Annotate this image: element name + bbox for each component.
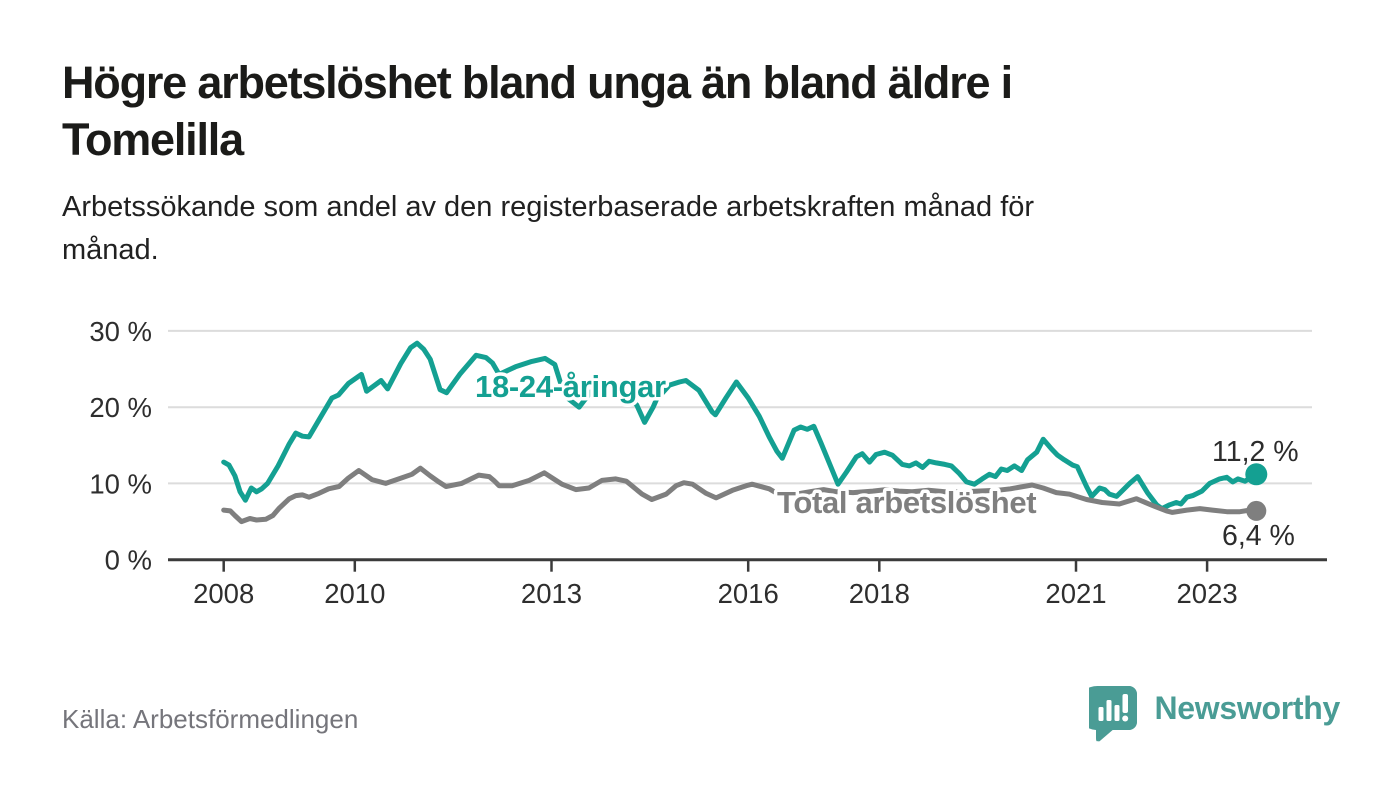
chart-svg: 2008 2010 2013 2016 2018 2021 2023 0 % 10 % 20 % 3…	[89, 316, 1327, 609]
series-line-young	[221, 340, 1259, 512]
x-axis-label: 2021	[1045, 578, 1106, 609]
y-axis-label: 30 %	[89, 316, 152, 347]
x-axis-label: 2016	[718, 578, 779, 609]
x-axis-label: 2018	[849, 578, 910, 609]
x-axis-label: 2023	[1177, 578, 1238, 609]
x-axis-label: 2010	[324, 578, 385, 609]
page-subtitle-line2: månad.	[62, 234, 159, 266]
end-value-label-young: 11,2 %	[1212, 436, 1299, 468]
y-axis-label: 10 %	[89, 468, 152, 499]
x-axis-label: 2013	[521, 578, 582, 609]
end-dot-total	[1246, 500, 1267, 521]
page-subtitle: Arbetssökande som andel av den registerb…	[62, 186, 1262, 272]
newsworthy-wordmark: Newsworthy	[1154, 690, 1341, 726]
newsworthy-brand: Newsworthy	[1088, 684, 1341, 744]
page-title-line2: Tomelilla	[62, 114, 244, 165]
page-title-line1: Högre arbetslöshet bland unga än bland ä…	[62, 57, 1013, 108]
page-title: Högre arbetslöshet bland unga än bland ä…	[62, 54, 1242, 168]
series-label-young: 18-24-åringar	[475, 369, 666, 404]
page-subtitle-line1: Arbetssökande som andel av den registerb…	[62, 191, 1035, 223]
series-label-total: Total arbetslöshet	[777, 485, 1036, 520]
source-note: Källa: Arbetsförmedlingen	[62, 704, 359, 734]
end-value-label-total: 6,4 %	[1222, 520, 1295, 552]
y-axis-label: 0 %	[105, 545, 152, 576]
line-chart: 2008 2010 2013 2016 2018 2021 2023 0 % 10 % 20 % 3…	[0, 295, 1400, 625]
newsworthy-logo-icon	[1088, 685, 1137, 742]
x-axis-label: 2008	[193, 578, 254, 609]
series-line-total	[221, 465, 1259, 525]
end-dot-young	[1245, 463, 1268, 486]
y-axis-label: 20 %	[89, 392, 152, 423]
